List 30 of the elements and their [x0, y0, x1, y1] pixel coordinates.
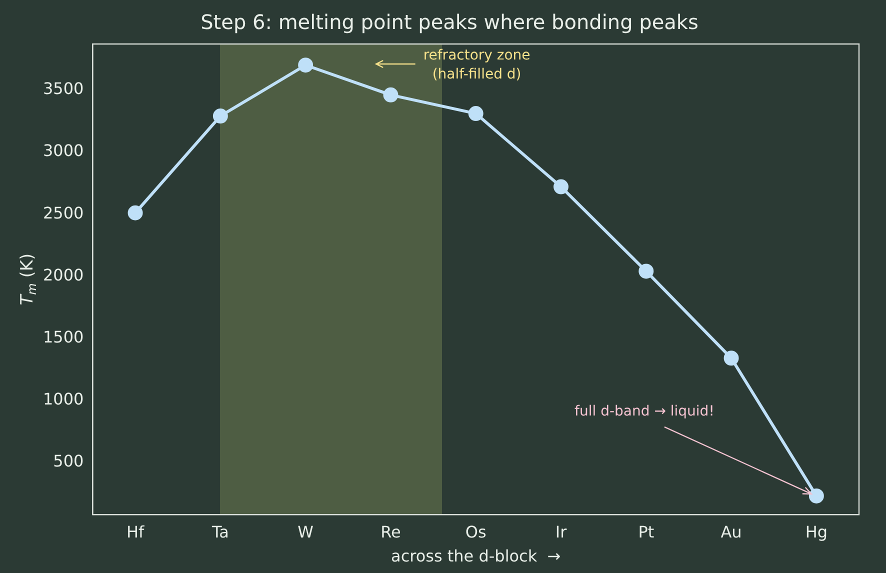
- point: [724, 350, 739, 366]
- x-axis-title: across the d-block →: [391, 546, 561, 566]
- y-tick-label: 2500: [43, 203, 84, 222]
- point: [128, 205, 143, 220]
- x-tick-label: Ta: [210, 522, 229, 542]
- y-tick-label: 1500: [43, 327, 84, 346]
- annotation: full d-band → liquid!: [574, 404, 714, 420]
- point: [212, 108, 228, 124]
- annotation: refractory zone (half-filled d): [423, 48, 530, 83]
- y-tick-label: 500: [53, 452, 84, 471]
- y-tick-label: 2000: [43, 265, 84, 284]
- y-tick-label: 1000: [43, 390, 84, 409]
- point: [554, 179, 568, 194]
- point: [808, 488, 824, 504]
- x-tick-label: Hf: [126, 522, 144, 542]
- x-tick-label: Au: [720, 522, 742, 542]
- x-tick-label: Ir: [555, 522, 568, 542]
- point: [468, 106, 484, 122]
- x-tick-label: Pt: [638, 522, 654, 542]
- point: [298, 58, 314, 73]
- chart-title: Step 6: melting point peaks where bonding peaks: [200, 10, 698, 34]
- x-tick-label: Os: [465, 522, 486, 542]
- point: [383, 87, 398, 102]
- y-tick-label: 3000: [43, 141, 84, 160]
- y-tick-label: 3500: [43, 79, 84, 98]
- x-tick-label: W: [298, 522, 314, 542]
- point: [638, 264, 654, 279]
- x-tick-label: Hg: [805, 522, 828, 542]
- x-tick-label: Re: [380, 522, 401, 542]
- y-axis-title: Tm (K): [17, 253, 40, 306]
